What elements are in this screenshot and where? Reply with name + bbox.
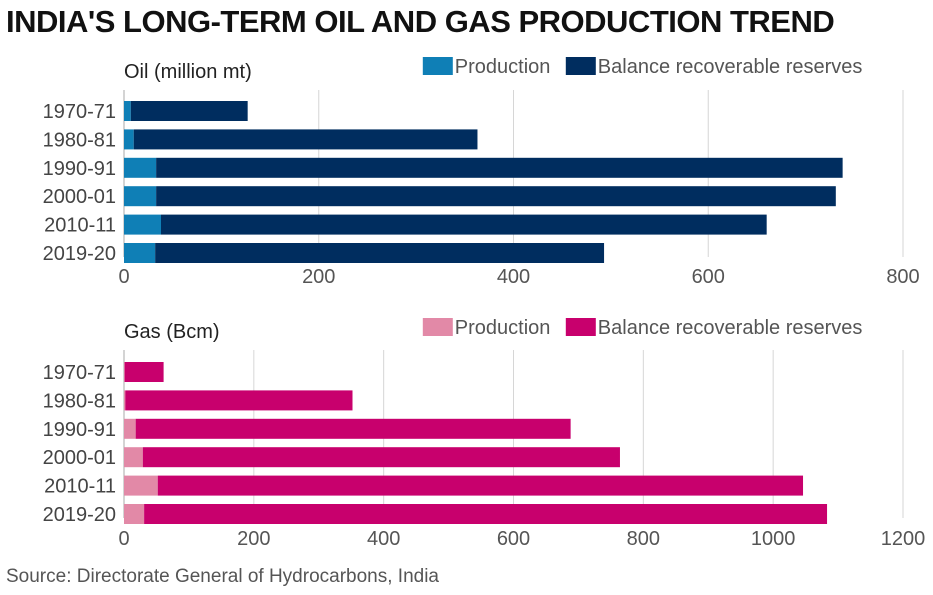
gas-tick-label: 800 bbox=[627, 528, 660, 550]
gas-bar-production bbox=[124, 475, 158, 496]
gas-category-label: 1990-91 bbox=[43, 419, 116, 441]
gas-bar-reserves bbox=[125, 390, 353, 411]
oil-bar-reserves bbox=[161, 214, 767, 235]
gas-bar-production bbox=[124, 390, 126, 411]
gas-category-label: 2010-11 bbox=[44, 476, 116, 498]
gas-tick-label: 0 bbox=[118, 528, 129, 550]
gas-tick-label: 1000 bbox=[751, 528, 796, 550]
oil-bar-production bbox=[124, 157, 157, 178]
source-note: Source: Directorate General of Hydrocarb… bbox=[6, 566, 439, 587]
oil-legend-swatch bbox=[565, 57, 596, 75]
gas-bar-production bbox=[124, 504, 145, 524]
gas-bar-reserves bbox=[157, 475, 804, 496]
oil-bar-production bbox=[124, 101, 131, 121]
gas-category-label: 2000-01 bbox=[43, 447, 116, 469]
gas-tick-label: 200 bbox=[237, 528, 270, 550]
oil-bar-reserves bbox=[130, 101, 248, 121]
gas-legend-swatch bbox=[565, 318, 596, 336]
oil-bar-reserves bbox=[133, 129, 478, 150]
chart-title: INDIA'S LONG-TERM OIL AND GAS PRODUCTION… bbox=[6, 4, 835, 39]
oil-tick-label: 200 bbox=[302, 266, 335, 288]
oil-tick-label: 0 bbox=[118, 266, 129, 288]
oil-legend-label: Balance recoverable reserves bbox=[598, 56, 863, 78]
gas-category-label: 1970-71 bbox=[43, 362, 116, 384]
oil-bar-reserves bbox=[156, 186, 836, 207]
gas-bar-reserves bbox=[144, 504, 828, 524]
oil-bar-reserves bbox=[156, 157, 843, 178]
gas-legend-label: Balance recoverable reserves bbox=[598, 317, 863, 339]
oil-category-label: 2010-11 bbox=[44, 215, 116, 237]
gas-category-label: 2019-20 bbox=[43, 504, 116, 526]
gas-bar-production bbox=[124, 447, 143, 468]
oil-tick-label: 600 bbox=[692, 266, 725, 288]
oil-category-label: 2019-20 bbox=[43, 243, 116, 265]
oil-category-label: 1970-71 bbox=[43, 101, 116, 123]
gas-bar-production bbox=[124, 418, 136, 439]
oil-category-label: 2000-01 bbox=[43, 186, 116, 208]
oil-category-label: 1980-81 bbox=[43, 129, 116, 151]
gas-bar-reserves bbox=[135, 418, 571, 439]
oil-bar-production bbox=[124, 243, 156, 263]
oil-subtitle: Oil (million mt) bbox=[124, 61, 252, 83]
oil-category-label: 1990-91 bbox=[43, 158, 116, 180]
gas-tick-label: 600 bbox=[497, 528, 530, 550]
oil-tick-label: 400 bbox=[497, 266, 530, 288]
oil-bar-production bbox=[124, 129, 134, 150]
oil-bar-production bbox=[124, 214, 162, 235]
gas-bar-reserves bbox=[142, 447, 620, 468]
oil-bar-reserves bbox=[155, 243, 605, 263]
gas-bar-production bbox=[124, 362, 125, 382]
gas-bar-reserves bbox=[124, 362, 164, 382]
oil-legend-label: Production bbox=[455, 56, 551, 78]
gas-category-label: 1980-81 bbox=[43, 390, 116, 412]
oil-tick-label: 800 bbox=[886, 266, 919, 288]
gas-legend-label: Production bbox=[455, 317, 551, 339]
gas-subtitle: Gas (Bcm) bbox=[124, 321, 220, 343]
oil-legend-swatch bbox=[422, 57, 453, 75]
oil-bar-production bbox=[124, 186, 157, 207]
gas-tick-label: 1200 bbox=[881, 528, 926, 550]
gas-tick-label: 400 bbox=[367, 528, 400, 550]
gas-legend-swatch bbox=[422, 318, 453, 336]
